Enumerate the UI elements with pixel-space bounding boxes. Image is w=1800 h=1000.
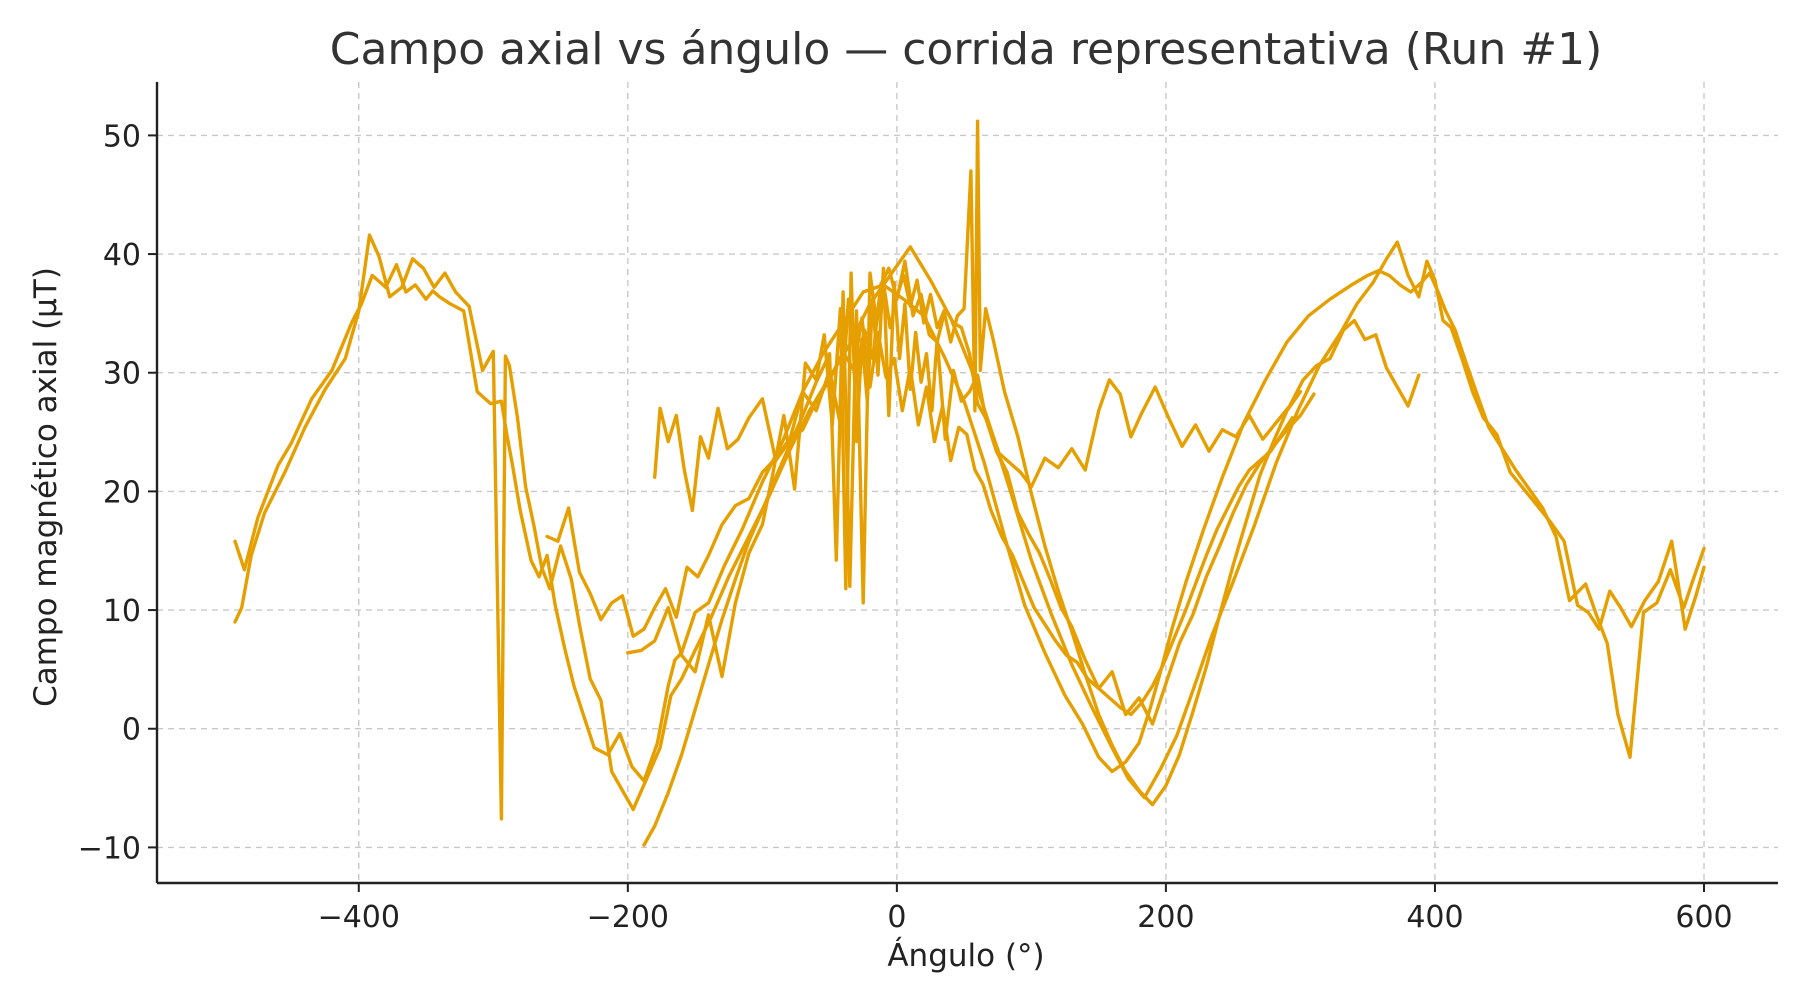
x-axis-label: Ángulo (°) [887, 938, 1044, 974]
x-tick-label: −200 [587, 900, 669, 935]
series-line-3 [653, 259, 1421, 513]
x-tick-label: 200 [1137, 900, 1194, 935]
y-tick-label: 50 [103, 119, 141, 154]
chart-title: Campo axial vs ángulo — corrida represen… [330, 24, 1603, 75]
y-tick-label: 20 [103, 475, 141, 510]
series-line-6 [545, 316, 1295, 717]
series-layer [233, 119, 1706, 847]
series-line-4 [642, 119, 1303, 847]
x-tick-label: −400 [318, 900, 400, 935]
x-tick-label: 0 [887, 900, 906, 935]
axes-layer: −400 −200 0 200 400 600 −10 0 10 20 30 40 50 [78, 82, 1778, 935]
y-tick-label: 0 [122, 713, 141, 748]
x-tick-label: 400 [1406, 900, 1463, 935]
grid-layer [157, 82, 1778, 883]
y-axis-label: Campo magnético axial (µT) [28, 267, 64, 707]
y-tick-label: −10 [78, 831, 141, 866]
series-line-5 [626, 266, 1316, 726]
series-line-2 [233, 233, 1706, 821]
y-tick-label: 40 [103, 238, 141, 273]
y-tick-label: 30 [103, 357, 141, 392]
series-line-1 [233, 263, 1706, 783]
x-tick-label: 600 [1675, 900, 1732, 935]
y-tick-label: 10 [103, 594, 141, 629]
